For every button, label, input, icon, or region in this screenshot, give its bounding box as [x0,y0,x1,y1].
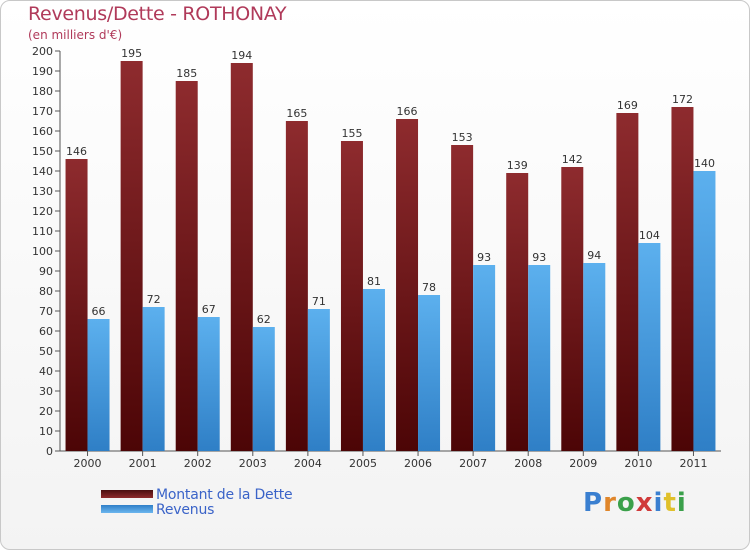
bar-dette [506,173,529,451]
bar-revenus [197,317,220,451]
logo-letter: x [635,488,654,518]
y-tick-label: 130 [32,185,53,198]
x-tick-label: 2006 [404,457,432,470]
x-tick-label: 2002 [184,457,212,470]
data-label: 185 [176,67,197,80]
y-tick-label: 180 [32,85,53,98]
data-label: 153 [452,131,473,144]
x-tick-label: 2007 [459,457,487,470]
data-label: 139 [507,159,528,172]
x-tick-label: 2000 [74,457,102,470]
logo-letter: o [616,488,636,518]
y-tick-label: 30 [39,385,53,398]
bar-dette [561,167,584,451]
y-tick-label: 110 [32,225,53,238]
data-label: 194 [231,49,252,62]
data-label: 62 [257,313,271,326]
x-tick-label: 2008 [514,457,542,470]
data-label: 165 [286,107,307,120]
legend-label-dette: Montant de la Dette [156,487,293,503]
y-tick-label: 80 [39,285,53,298]
y-tick-label: 200 [32,45,53,58]
y-tick-label: 10 [39,425,53,438]
data-label: 71 [312,295,326,308]
proxiti-logo: Proxiti [583,488,687,518]
data-label: 93 [477,251,491,264]
y-tick-label: 90 [39,265,53,278]
data-label: 195 [121,47,142,60]
data-label: 140 [694,157,715,170]
bar-revenus [87,319,110,451]
bar-dette [175,81,198,451]
bar-dette [285,121,308,451]
legend-swatch-dette [101,490,153,498]
logo-letter: i [653,488,664,518]
y-tick-label: 70 [39,305,53,318]
bar-revenus [252,327,275,451]
x-tick-label: 2005 [349,457,377,470]
y-tick-label: 150 [32,145,53,158]
y-tick-label: 0 [46,445,53,458]
y-tick-label: 40 [39,365,53,378]
logo-letter: t [663,488,677,518]
bar-dette [616,113,639,451]
bar-revenus [418,295,441,451]
y-tick-label: 50 [39,345,53,358]
y-tick-label: 190 [32,65,53,78]
x-tick-label: 2004 [294,457,322,470]
data-label: 67 [202,303,216,316]
y-tick-label: 100 [32,245,53,258]
chart-title: Revenus/Dette - ROTHONAY [28,3,287,25]
logo-letter: i [676,488,687,518]
y-tick-label: 170 [32,105,53,118]
x-tick-label: 2010 [624,457,652,470]
data-label: 155 [341,127,362,140]
data-label: 142 [562,153,583,166]
bar-dette [65,159,88,451]
x-tick-label: 2009 [569,457,597,470]
chart-subtitle: (en milliers d'€) [28,28,123,42]
bar-revenus [473,265,496,451]
y-tick-label: 60 [39,325,53,338]
bar-revenus [307,309,330,451]
bar-dette [396,119,419,451]
y-tick-label: 20 [39,405,53,418]
data-label: 94 [587,249,601,262]
data-label: 146 [66,145,87,158]
bar-dette [451,145,474,451]
bar-revenus [362,289,385,451]
bar-revenus [142,307,165,451]
bar-revenus [583,263,606,451]
bar-revenus [638,243,661,451]
data-label: 169 [617,99,638,112]
bar-revenus [528,265,551,451]
bar-dette [230,63,253,451]
x-tick-label: 2011 [679,457,707,470]
y-tick-label: 160 [32,125,53,138]
x-tick-label: 2003 [239,457,267,470]
data-label: 78 [422,281,436,294]
data-label: 93 [532,251,546,264]
data-label: 81 [367,275,381,288]
data-label: 104 [639,229,660,242]
y-tick-label: 140 [32,165,53,178]
bar-dette [671,107,694,451]
logo-letter: r [603,488,617,518]
data-label: 66 [92,305,106,318]
data-label: 172 [672,93,693,106]
legend-label-revenus: Revenus [156,502,215,518]
bar-dette [340,141,363,451]
y-tick-label: 120 [32,205,53,218]
data-label: 166 [397,105,418,118]
x-tick-label: 2001 [129,457,157,470]
bar-revenus [693,171,716,451]
bar-dette [120,61,143,451]
legend-swatch-revenus [101,505,153,513]
logo-letter: P [583,488,604,518]
data-label: 72 [147,293,161,306]
